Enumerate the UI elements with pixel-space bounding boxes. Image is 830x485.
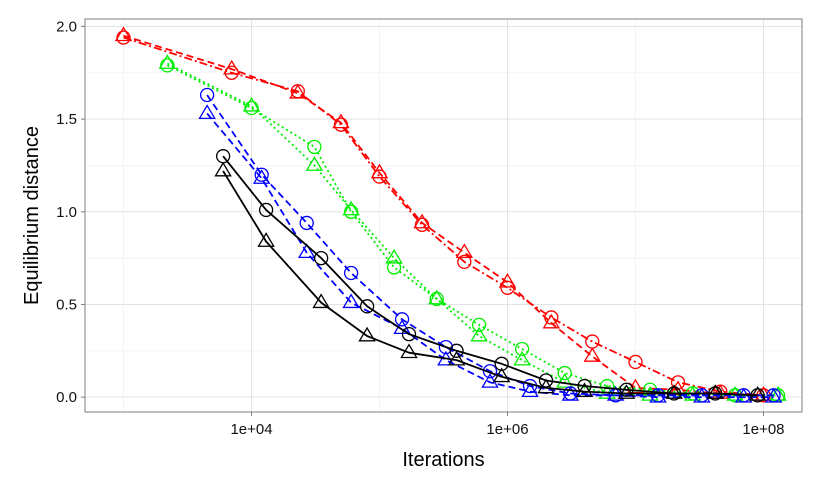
axis-ticks: 1e+04 1e+06 1e+08 0.0 0.5 1.0 1.5 2.0 (56, 18, 784, 438)
triangle-marker (693, 387, 711, 403)
triangle-marker (649, 387, 667, 403)
triangle-marker (575, 382, 594, 398)
circle-marker (215, 149, 231, 164)
triangle-marker (498, 272, 517, 288)
circle-marker (577, 378, 592, 394)
circle-marker (642, 382, 658, 397)
triangle-marker (400, 343, 418, 359)
triangle-marker (513, 350, 531, 366)
circle-marker (343, 265, 359, 281)
minor-grid (85, 19, 802, 412)
y-tick-label: 0.0 (56, 389, 77, 406)
triangle-marker (427, 289, 446, 305)
circle-marker (494, 356, 509, 371)
y-axis-title: Equilibrium distance (21, 126, 43, 305)
series-line (206, 94, 774, 397)
circle-marker (585, 334, 600, 349)
circle-marker (471, 317, 487, 333)
circle-marker (628, 354, 643, 370)
triangle-marker (481, 373, 499, 388)
y-tick-label: 1.0 (56, 204, 77, 221)
circle-marker (254, 167, 269, 182)
triangle-marker (521, 382, 539, 398)
triangle-marker (764, 387, 783, 403)
y-tick-label: 1.5 (56, 111, 77, 128)
triangle-marker (198, 104, 216, 119)
circle-marker (160, 58, 175, 73)
triangle-marker (305, 156, 324, 171)
circle-marker (514, 341, 530, 357)
triangle-marker (470, 326, 488, 342)
x-tick-label: 1e+08 (742, 421, 784, 438)
circle-marker (619, 382, 634, 397)
triangle-marker (455, 243, 474, 259)
triangle-marker (342, 293, 360, 309)
x-tick-label: 1e+06 (486, 421, 528, 438)
circle-marker (299, 215, 314, 231)
triangle-marker (447, 350, 466, 366)
circle-marker (359, 299, 375, 314)
triangle-marker (665, 384, 683, 399)
triangle-marker (555, 373, 574, 388)
circle-marker (429, 291, 444, 307)
circle-marker (386, 260, 402, 275)
circle-marker (199, 87, 215, 103)
circle-marker (258, 202, 274, 218)
triangle-marker (542, 313, 561, 329)
series-line (166, 64, 779, 397)
series-line (166, 62, 779, 397)
plot-border (84, 18, 803, 413)
circle-marker (438, 339, 454, 355)
y-tick-label: 0.5 (56, 296, 77, 313)
circle-marker (414, 217, 430, 232)
triangle-marker (706, 384, 724, 399)
triangle-marker (342, 200, 360, 216)
triangle-marker (748, 386, 767, 401)
triangle-marker (252, 169, 271, 184)
series-line (222, 155, 758, 397)
circle-marker (394, 312, 410, 327)
x-axis-title: Iterations (402, 449, 484, 471)
circle-marker (307, 139, 322, 155)
triangle-marker (561, 386, 580, 401)
circle-marker (482, 364, 498, 379)
triangle-marker (358, 326, 376, 342)
series-line (222, 170, 758, 397)
circle-marker (457, 254, 472, 269)
y-tick-label: 2.0 (56, 18, 77, 35)
triangle-marker (242, 96, 261, 112)
triangle-marker (158, 54, 177, 69)
major-grid (85, 19, 802, 412)
triangle-marker (537, 378, 555, 394)
triangle-marker (583, 347, 602, 362)
series-line (206, 112, 774, 399)
triangle-marker (222, 59, 241, 75)
triangle-marker (214, 161, 232, 177)
triangle-marker (312, 293, 330, 309)
series-layer (114, 26, 787, 403)
triangle-marker (385, 248, 403, 264)
triangle-marker (289, 83, 307, 99)
triangle-marker (370, 163, 389, 179)
triangle-marker (617, 384, 636, 399)
triangle-marker (413, 213, 431, 229)
circle-marker (314, 250, 329, 266)
triangle-marker (297, 243, 316, 259)
x-tick-label: 1e+04 (230, 421, 272, 438)
series-line (123, 36, 764, 397)
triangle-marker (332, 113, 350, 129)
circle-marker (401, 326, 417, 342)
circle-marker (449, 343, 464, 358)
circle-marker (557, 365, 572, 381)
triangle-marker (492, 367, 511, 383)
triangle-marker (114, 26, 133, 42)
triangle-marker (257, 232, 275, 247)
